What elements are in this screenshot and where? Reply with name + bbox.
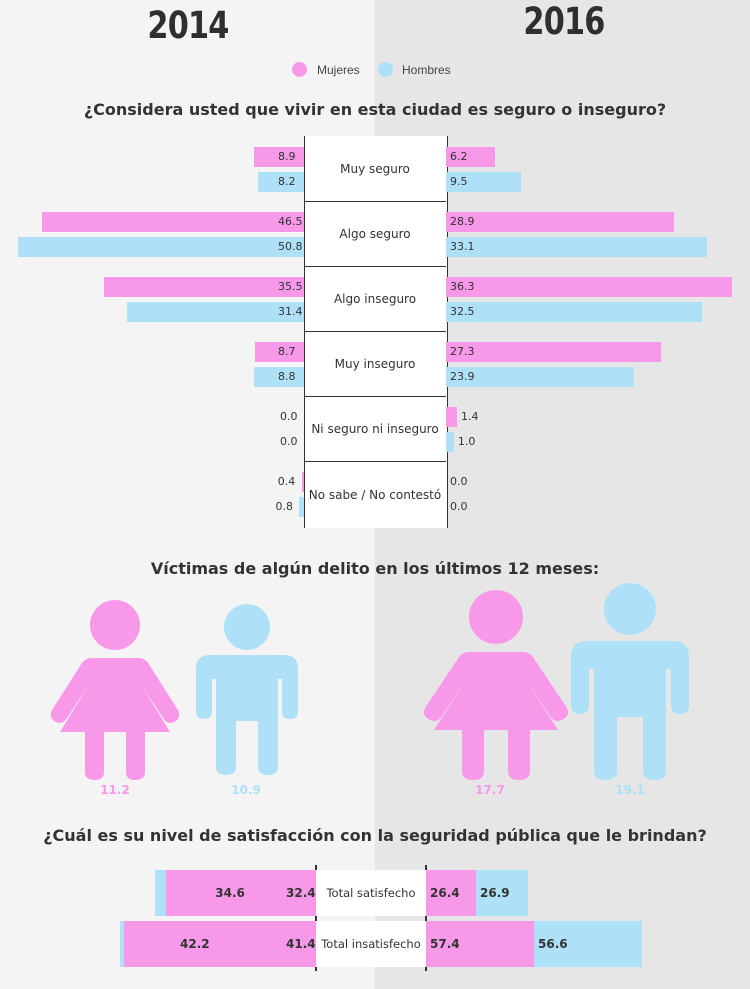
divider-right	[425, 865, 427, 971]
women-legend-label: Mujeres	[317, 63, 360, 77]
women-value-2016: 1.4	[461, 410, 479, 423]
women-sat-bar-2016	[426, 870, 476, 916]
women-bar-2016	[446, 212, 674, 232]
satisfaction-question-title: ¿Cuál es su nivel de satisfacción con la…	[43, 826, 707, 845]
women-sat-bar-2014	[165, 870, 316, 916]
satisfaction-category-label: Total satisfecho	[316, 870, 426, 916]
men-value-2016: 1.0	[457, 435, 476, 448]
men-bar-2014	[257, 172, 304, 192]
men-value-2016: 9.5	[450, 175, 468, 188]
men-bar-2014	[254, 367, 304, 387]
men-value-2016: 23.9	[450, 370, 475, 383]
men-bar-2016	[446, 172, 521, 192]
men-value-2014: 0.0	[280, 435, 298, 448]
men-bar-2016	[446, 302, 703, 322]
men-value-2016: 32.5	[450, 305, 475, 318]
women-value-2014: 0.0	[280, 410, 298, 423]
men-legend-label: Hombres	[402, 63, 451, 77]
women-value-2014: 0.4	[277, 475, 296, 488]
women-value-2016: 36.3	[450, 280, 475, 293]
men-bar-2014	[18, 237, 304, 257]
category-label: Algo seguro	[304, 202, 446, 267]
category-label: Ni seguro ni inseguro	[304, 397, 446, 462]
women-sat-value-2014: 41.4	[286, 937, 316, 951]
men-legend-swatch	[378, 62, 393, 77]
men-bar-2016	[446, 432, 454, 452]
women-bar-2014	[104, 277, 304, 297]
safety-question-title: ¿Considera usted que vivir en esta ciuda…	[83, 100, 667, 119]
women-value-2014: 8.9	[278, 150, 296, 163]
women-bar-2014	[301, 472, 304, 492]
women-legend-swatch	[292, 62, 307, 77]
women-value-2014: 8.7	[278, 345, 296, 358]
woman-icon-2014	[50, 600, 180, 780]
man-icon-2014	[196, 604, 298, 775]
women-bar-2016	[446, 277, 732, 297]
women-value-2016: 0.0	[450, 475, 468, 488]
women-sat-value-2014: 32.4	[286, 886, 316, 900]
women-bar-2014	[253, 147, 304, 167]
victims-men-2016-value: 19.1	[615, 783, 645, 797]
category-label: No sabe / No contestó	[308, 487, 442, 502]
men-value-2016: 0.0	[450, 500, 468, 513]
men-value-2014: 8.8	[278, 370, 296, 383]
women-bar-2016	[446, 407, 458, 427]
women-bar-2016	[446, 342, 662, 362]
men-value-2014: 0.8	[275, 500, 293, 513]
women-sat-value-2016: 57.4	[430, 937, 460, 951]
men-sat-value-2016: 56.6	[538, 937, 568, 951]
men-sat-value-2016: 26.9	[480, 886, 510, 900]
women-value-2014: 35.5	[278, 280, 303, 293]
women-bar-2016	[446, 147, 495, 167]
victims-women-2016-value: 17.7	[475, 783, 505, 797]
women-value-2016: 28.9	[450, 215, 475, 228]
men-value-2014: 31.4	[278, 305, 303, 318]
men-bar-2014	[299, 497, 304, 517]
woman-icon-2016	[423, 590, 569, 780]
women-value-2016: 6.2	[450, 150, 468, 163]
man-icon-2016	[571, 583, 689, 780]
women-bar-2014	[255, 342, 304, 362]
men-value-2014: 8.2	[278, 175, 296, 188]
category-label: Algo inseguro	[304, 267, 446, 332]
women-value-2016: 27.3	[450, 345, 475, 358]
satisfaction-category-label: Total insatisfecho	[316, 921, 426, 967]
victims-women-2014-value: 11.2	[100, 783, 130, 797]
men-sat-value-2014: 34.6	[215, 886, 245, 900]
men-bar-2014	[127, 302, 304, 322]
men-value-2014: 50.8	[278, 240, 303, 253]
women-value-2014: 46.5	[278, 215, 303, 228]
women-bar-2014	[42, 212, 304, 232]
victims-men-2014-value: 10.9	[231, 783, 261, 797]
divider-left	[315, 865, 317, 971]
victims-title: Víctimas de algún delito en los últimos …	[150, 559, 600, 578]
women-sat-bar-2014	[123, 921, 316, 967]
men-value-2016: 33.1	[450, 240, 475, 253]
men-bar-2016	[446, 367, 635, 387]
year-2014-heading: 2014	[147, 4, 229, 47]
men-sat-value-2014: 42.2	[180, 937, 210, 951]
category-label: Muy seguro	[304, 137, 446, 202]
legend: Mujeres Hombres	[0, 60, 750, 82]
women-sat-value-2016: 26.4	[430, 886, 460, 900]
men-bar-2016	[446, 237, 707, 257]
year-2016-heading: 2016	[523, 0, 605, 43]
women-sat-bar-2016	[426, 921, 534, 967]
category-label: Muy inseguro	[304, 332, 446, 397]
